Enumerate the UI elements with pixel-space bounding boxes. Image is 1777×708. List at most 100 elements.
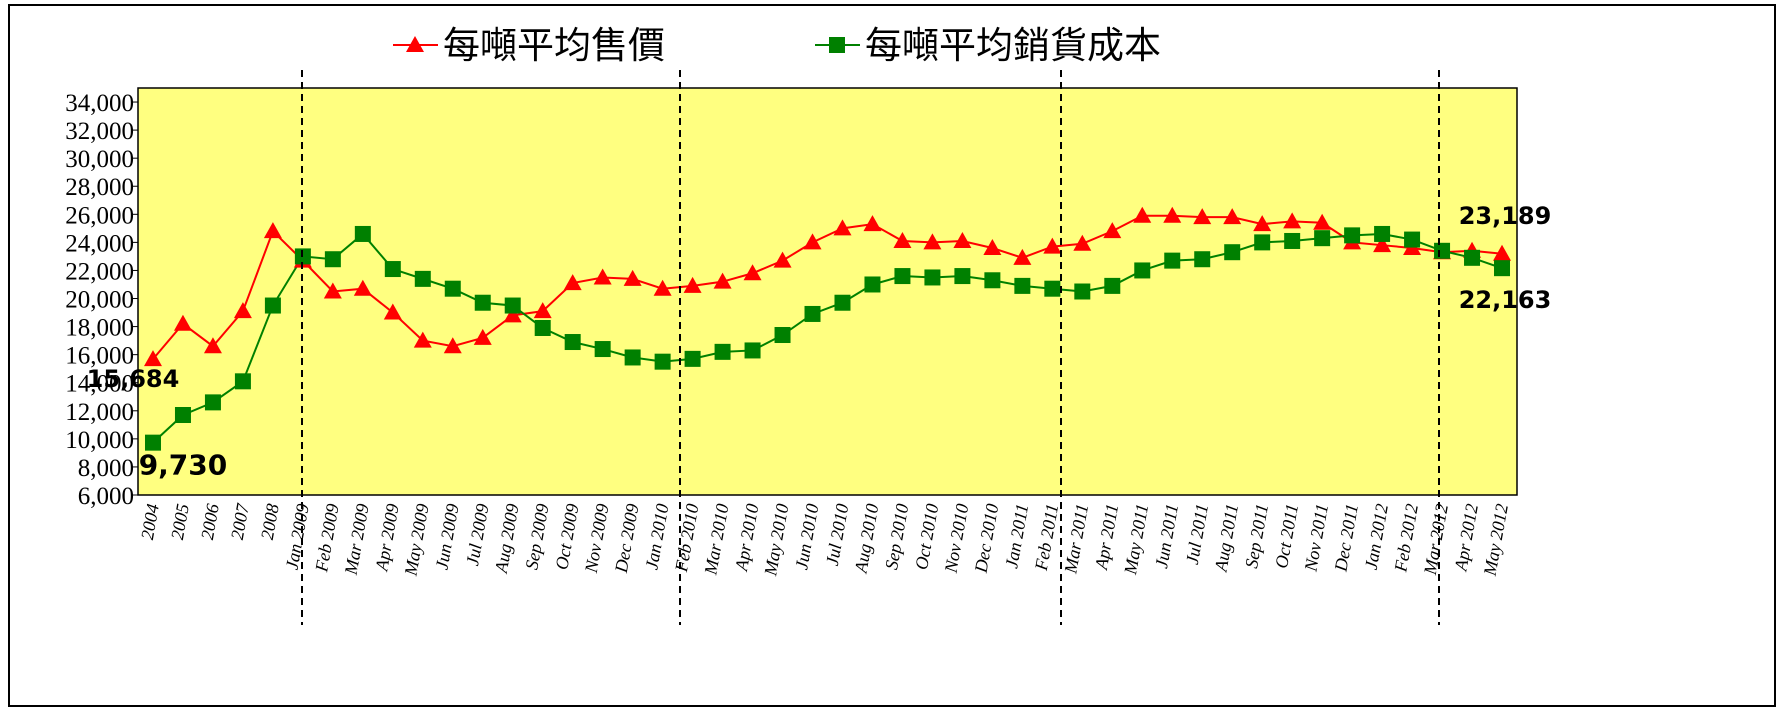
marker <box>413 331 432 348</box>
marker <box>1434 242 1451 259</box>
y-tick-label: 30,000 <box>65 146 134 173</box>
marker <box>1283 212 1302 229</box>
y-tick-label: 14,000 <box>65 371 134 398</box>
marker <box>713 272 732 289</box>
marker <box>1043 237 1062 254</box>
y-tick-label: 10,000 <box>65 427 134 454</box>
marker <box>264 297 281 314</box>
y-tick-label: 24,000 <box>65 230 134 257</box>
marker <box>1314 230 1331 247</box>
marker <box>684 350 701 367</box>
marker <box>923 233 942 250</box>
y-tick-label: 22,000 <box>65 258 134 285</box>
marker <box>1374 225 1391 242</box>
series-line <box>152 232 1503 444</box>
marker <box>803 233 822 250</box>
marker <box>444 280 461 297</box>
legend-label: 每噸平均銷貨成本 <box>865 24 1161 67</box>
marker <box>174 407 191 424</box>
marker <box>1223 208 1242 225</box>
legend-label: 每噸平均售價 <box>443 24 665 67</box>
series-line <box>152 214 1503 360</box>
marker <box>1104 277 1121 294</box>
data-label: 22,163 <box>1459 286 1552 314</box>
marker <box>443 337 462 354</box>
marker <box>354 225 371 242</box>
y-tick-label: 28,000 <box>65 174 134 201</box>
marker <box>1193 208 1212 225</box>
marker <box>534 319 551 336</box>
marker <box>234 373 251 390</box>
marker <box>983 238 1002 255</box>
marker <box>383 303 402 320</box>
marker <box>893 231 912 248</box>
marker <box>173 314 192 331</box>
marker <box>323 282 342 299</box>
marker <box>1464 249 1481 266</box>
marker <box>1013 248 1032 265</box>
marker <box>263 222 282 239</box>
marker <box>953 231 972 248</box>
marker <box>1044 280 1061 297</box>
marker <box>593 268 612 285</box>
marker <box>473 328 492 345</box>
marker <box>1014 277 1031 294</box>
marker <box>804 305 821 322</box>
marker <box>683 276 702 293</box>
marker <box>774 327 791 344</box>
marker <box>1224 244 1241 261</box>
marker <box>203 337 222 354</box>
marker <box>833 219 852 236</box>
marker <box>834 294 851 311</box>
y-tick-label: 20,000 <box>65 287 134 314</box>
marker <box>624 349 641 366</box>
marker <box>743 264 762 281</box>
marker <box>1103 222 1122 239</box>
marker <box>1073 234 1092 251</box>
marker <box>1194 251 1211 268</box>
marker <box>863 215 882 232</box>
y-tick-label: 12,000 <box>65 399 134 426</box>
marker <box>1254 234 1271 251</box>
data-label: 15,684 <box>87 365 180 393</box>
marker <box>894 268 911 285</box>
y-tick-label: 16,000 <box>65 343 134 370</box>
marker <box>414 270 431 287</box>
marker <box>503 306 522 323</box>
y-tick-label: 6,000 <box>78 483 134 510</box>
marker <box>1163 206 1182 223</box>
marker <box>144 434 161 451</box>
marker <box>984 272 1001 289</box>
legend-marker <box>406 36 424 52</box>
marker <box>1493 244 1512 261</box>
marker <box>1164 252 1181 269</box>
marker <box>1284 232 1301 249</box>
marker <box>653 279 672 296</box>
marker <box>1404 231 1421 248</box>
marker <box>623 269 642 286</box>
marker <box>744 342 761 359</box>
data-label: 23,189 <box>1459 202 1552 230</box>
marker <box>384 261 401 278</box>
marker <box>954 268 971 285</box>
legend-marker <box>829 37 845 53</box>
marker <box>773 251 792 268</box>
marker <box>233 302 252 319</box>
marker <box>564 334 581 351</box>
marker <box>714 343 731 360</box>
y-tick-label: 34,000 <box>65 90 134 117</box>
marker <box>1074 283 1091 300</box>
y-tick-label: 18,000 <box>65 315 134 342</box>
marker <box>1134 262 1151 279</box>
marker <box>1313 213 1332 230</box>
marker <box>594 341 611 358</box>
marker <box>533 302 552 319</box>
marker <box>563 274 582 291</box>
marker <box>204 394 221 411</box>
y-tick-label: 8,000 <box>78 455 134 482</box>
y-tick-label: 26,000 <box>65 202 134 229</box>
marker <box>654 353 671 370</box>
plot-area <box>137 87 1518 496</box>
marker <box>1344 227 1361 244</box>
